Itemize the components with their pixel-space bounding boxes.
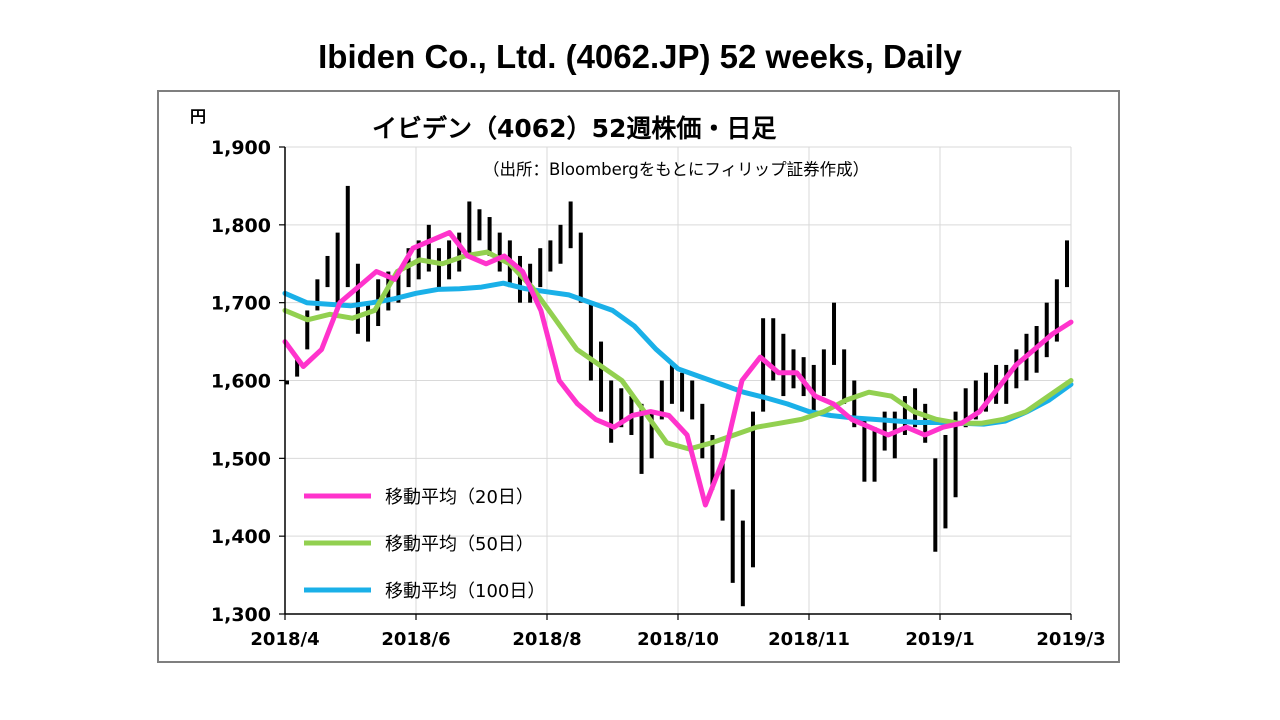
- price-bar: [315, 279, 320, 311]
- price-bar: [558, 224, 563, 264]
- price-bar: [801, 357, 806, 397]
- price-bar: [1004, 364, 1009, 404]
- price-bar: [538, 248, 543, 288]
- price-bar: [305, 310, 310, 350]
- price-bar: [457, 232, 462, 272]
- price-bar: [295, 357, 300, 377]
- price-bar: [619, 388, 624, 428]
- price-bar: [943, 434, 948, 529]
- x-tick-label: 2019/3: [1036, 629, 1105, 650]
- price-bar: [1054, 279, 1059, 342]
- y-tick-label: 1,300: [211, 604, 271, 626]
- y-tick-label: 1,400: [211, 526, 271, 548]
- price-bar: [285, 380, 289, 385]
- price-bar: [487, 217, 492, 256]
- x-tick-label: 2018/11: [768, 629, 850, 650]
- price-bar: [1014, 349, 1019, 389]
- price-bar: [994, 364, 999, 404]
- y-unit-label: 円: [190, 107, 206, 126]
- price-bar: [477, 209, 482, 241]
- price-bar: [467, 201, 472, 256]
- moving-averages: [282, 230, 1074, 508]
- chart-subtitle: （出所：Bloombergをもとにフィリップ証券作成）: [483, 160, 869, 179]
- price-bar: [609, 380, 614, 443]
- price-bar: [396, 271, 401, 303]
- price-bar: [892, 411, 897, 459]
- x-tick-label: 2018/8: [512, 629, 581, 650]
- price-bar: [963, 388, 968, 428]
- price-bar: [325, 255, 330, 288]
- y-tick-label: 1,700: [211, 293, 271, 315]
- x-tick-label: 2018/10: [637, 629, 719, 650]
- legend: 移動平均（20日） 移動平均（50日） 移動平均（100日）: [304, 487, 545, 602]
- price-bar: [426, 224, 431, 272]
- price-bar: [750, 411, 755, 568]
- price-bar: [497, 232, 502, 272]
- y-tick-label: 1,600: [211, 371, 271, 393]
- price-bar: [832, 302, 837, 365]
- price-bar: [700, 403, 705, 459]
- price-bar: [953, 411, 958, 498]
- price-bar: [548, 240, 553, 272]
- y-tick-label: 1,500: [211, 448, 271, 470]
- y-tick-label: 1,800: [211, 215, 271, 237]
- legend-label-ma50: 移動平均（50日）: [385, 534, 534, 555]
- price-bar: [649, 411, 654, 459]
- price-bar: [842, 349, 847, 404]
- price-bar: [730, 489, 735, 583]
- stock-price-chart: 1,300 1,400 1,500 1,600 1,700 1,800 1,900 2018…: [190, 107, 1106, 650]
- price-bar: [781, 333, 786, 397]
- price-bar: [913, 388, 918, 428]
- price-bar: [355, 263, 360, 334]
- axes: [284, 147, 1071, 615]
- legend-label-ma100: 移動平均（100日）: [385, 581, 545, 602]
- price-bar: [1065, 240, 1069, 288]
- price-bar: [791, 349, 796, 389]
- price-bar: [345, 185, 350, 288]
- price-bar: [659, 380, 664, 420]
- x-tick-label: 2018/4: [250, 629, 319, 650]
- price-bar: [578, 232, 583, 303]
- slide-title: Ibiden Co., Ltd. (4062.JP) 52 weeks, Dai…: [318, 38, 962, 75]
- price-bar: [720, 458, 725, 521]
- price-bar: [436, 248, 441, 288]
- ma50-line: [282, 249, 1074, 452]
- price-bar: [335, 232, 340, 303]
- chart-frame: 1,300 1,400 1,500 1,600 1,700 1,800 1,900 2018…: [157, 90, 1120, 663]
- price-bar: [599, 341, 604, 412]
- price-bar: [710, 434, 715, 490]
- ma20-line: [282, 230, 1074, 508]
- chart-title: イビデン（4062）52週株価・日足: [372, 114, 776, 143]
- y-tick-label: 1,900: [211, 137, 271, 159]
- y-tick-labels: 1,300 1,400 1,500 1,600 1,700 1,800 1,900: [211, 137, 271, 626]
- price-bar: [933, 458, 938, 552]
- price-bar: [862, 419, 867, 482]
- price-bar: [740, 520, 745, 607]
- price-bar: [983, 372, 988, 412]
- price-bar: [517, 255, 522, 303]
- price-bar: [771, 318, 776, 381]
- price-bar: [680, 372, 685, 412]
- price-bar: [852, 380, 857, 428]
- price-bar: [761, 318, 766, 412]
- x-tick-label: 2019/1: [905, 629, 974, 650]
- price-bar: [1044, 302, 1049, 358]
- price-bar: [568, 201, 573, 249]
- x-tick-label: 2018/6: [381, 629, 450, 650]
- price-bar: [902, 396, 907, 435]
- price-bar: [366, 302, 371, 342]
- price-bar: [669, 364, 674, 404]
- x-tick-labels: 2018/4 2018/6 2018/8 2018/10 2018/11 2019/1 20…: [250, 629, 1105, 650]
- price-bar: [588, 302, 593, 381]
- legend-label-ma20: 移動平均（20日）: [385, 487, 534, 508]
- price-bar: [973, 380, 978, 420]
- price-bar: [690, 380, 695, 420]
- price-bar: [821, 349, 826, 397]
- price-bar: [872, 427, 877, 482]
- price-bar: [639, 403, 644, 474]
- price-bar: [811, 364, 816, 412]
